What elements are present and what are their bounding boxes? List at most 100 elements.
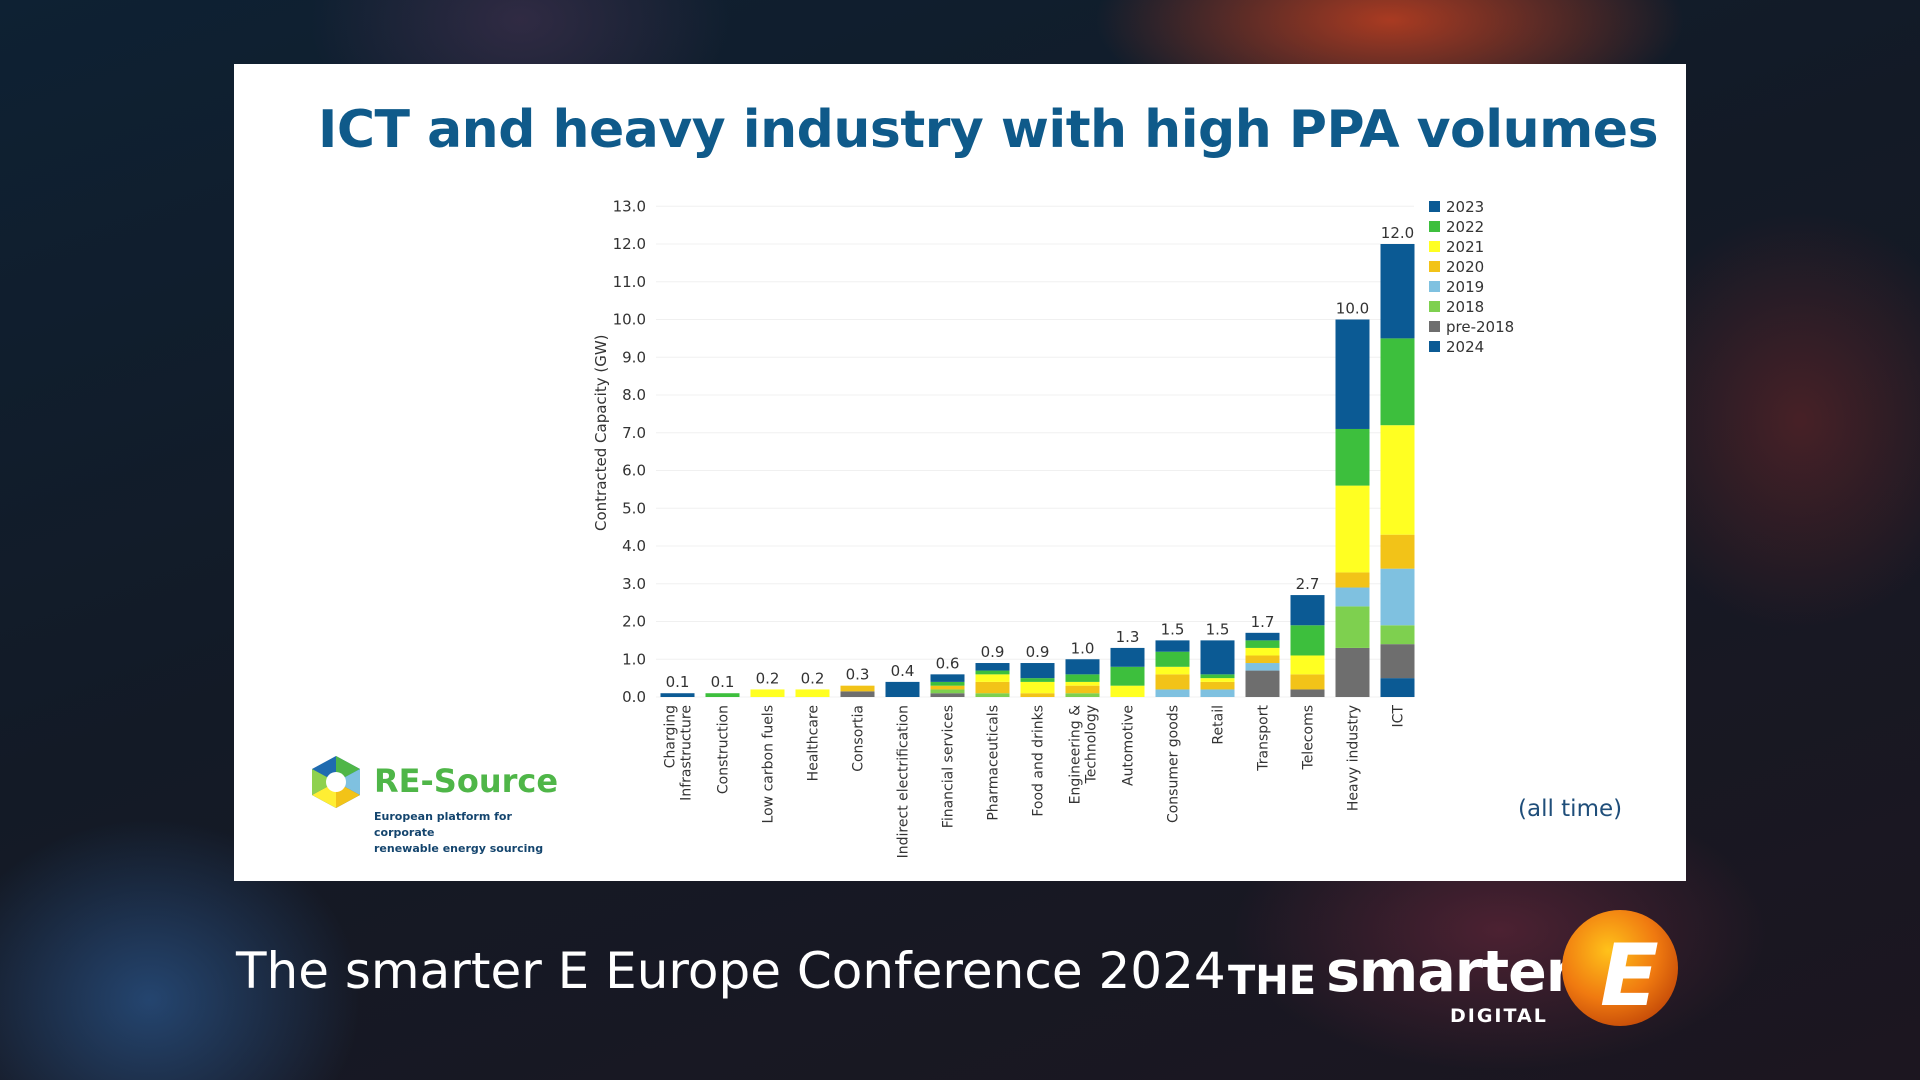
x-tick-label: Financial services [941, 705, 957, 828]
x-tick-label-line: Technology [1084, 705, 1100, 784]
e-badge-icon [1562, 910, 1678, 1026]
legend-swatch-2022 [1429, 221, 1440, 232]
bar-segment-2020 [1020, 693, 1055, 697]
bar-segment-2022 [1155, 651, 1190, 667]
bar-segment-2019 [1335, 587, 1370, 607]
bar-segment-pre-2018 [1245, 670, 1280, 697]
y-tick-label: 9.0 [622, 348, 646, 366]
bar-segment-2023 [1155, 640, 1190, 652]
bar-segment-2020 [1065, 685, 1100, 694]
bar-segment-2024 [1380, 678, 1415, 697]
bar-segment-2019 [1200, 689, 1235, 697]
bar-segment-2021 [1020, 681, 1055, 694]
bar-total-label: 0.1 [666, 673, 690, 691]
x-tick-label-line: Pharmaceuticals [986, 705, 1002, 821]
bar-segment-2020 [975, 681, 1010, 694]
conference-title: The smarter E Europe Conference 2024 [236, 942, 1226, 1000]
bar-segment-2022 [930, 681, 965, 686]
bar-segment-2023 [1065, 659, 1100, 675]
bar-segment-2021 [750, 689, 785, 697]
bar-segment-2022 [1110, 666, 1145, 686]
y-tick-label: 8.0 [622, 386, 646, 404]
bar-total-label: 1.5 [1161, 620, 1185, 638]
slide-panel: ICT and heavy industry with high PPA vol… [234, 64, 1686, 881]
y-tick-label: 12.0 [613, 235, 646, 253]
x-tick-label: Construction [716, 705, 732, 794]
bar-segment-2022 [1065, 674, 1100, 682]
x-tick-label-line: Transport [1256, 704, 1272, 771]
x-tick-label: ICT [1391, 705, 1407, 728]
bar-segment-2018 [930, 689, 965, 694]
legend-label-2018: 2018 [1446, 298, 1484, 316]
x-tick-label-line: Infrastructure [679, 705, 695, 801]
bar-segment-2021 [1065, 681, 1100, 686]
x-tick-label-line: Consortia [851, 705, 867, 772]
legend-swatch-2024 [1429, 341, 1440, 352]
bar-segment-2023 [1380, 244, 1415, 339]
x-tick-label-line: Heavy industry [1346, 705, 1362, 811]
y-tick-label: 3.0 [622, 575, 646, 593]
legend-label-2019: 2019 [1446, 278, 1484, 296]
bar-segment-2021 [1245, 647, 1280, 656]
bar-total-label: 1.5 [1206, 620, 1230, 638]
bar-segment-2020 [1155, 674, 1190, 690]
bar-segment-pre-2018 [930, 693, 965, 697]
bar-total-label: 10.0 [1336, 300, 1369, 318]
bar-segment-2020 [930, 685, 965, 690]
y-axis-label: Contracted Capacity (GW) [592, 334, 610, 531]
bar-segment-2021 [795, 689, 830, 697]
bar-segment-2020 [1335, 572, 1370, 588]
y-tick-label: 1.0 [622, 650, 646, 668]
bar-total-label: 0.6 [936, 654, 960, 672]
bar-segment-2019 [1245, 663, 1280, 671]
x-tick-label-line: Food and drinks [1031, 705, 1047, 817]
bar-segment-2023 [930, 674, 965, 682]
legend-label-2024: 2024 [1446, 338, 1484, 356]
x-tick-label-line: Charging [663, 705, 679, 768]
bar-segment-2022 [1245, 640, 1280, 648]
x-tick-label: Heavy industry [1346, 705, 1362, 811]
bar-segment-2023 [975, 663, 1010, 671]
x-tick-label-line: Financial services [941, 705, 957, 828]
x-tick-label-line: Automotive [1121, 705, 1137, 786]
x-tick-label: Telecoms [1301, 705, 1317, 770]
bar-segment-2022 [1200, 674, 1235, 679]
x-tick-label-line: Consumer goods [1166, 705, 1182, 823]
y-tick-label: 7.0 [622, 424, 646, 442]
x-tick-label: Consortia [851, 705, 867, 772]
x-tick-label-line: Retail [1211, 705, 1227, 745]
bar-segment-2020 [840, 685, 875, 692]
time-scope-note: (all time) [1518, 796, 1623, 822]
re-source-hexagon-icon [312, 756, 360, 808]
y-tick-label: 10.0 [613, 311, 646, 329]
x-tick-label: Automotive [1121, 705, 1137, 786]
brand-name: RE-Source [374, 762, 559, 800]
bar-segment-2023 [1245, 632, 1280, 641]
bar-segment-pre-2018 [840, 691, 875, 697]
bar-total-label: 0.9 [1026, 643, 1050, 661]
bar-segment-2020 [1200, 681, 1235, 690]
logo-e: E [1600, 926, 1659, 1026]
bar-segment-2022 [975, 670, 1010, 675]
bar-segment-2022 [1335, 428, 1370, 486]
y-tick-label: 6.0 [622, 462, 646, 480]
bar-segment-2024 [660, 693, 695, 697]
legend-swatch-2021 [1429, 241, 1440, 252]
y-tick-label: 4.0 [622, 537, 646, 555]
bar-total-label: 0.2 [756, 669, 780, 687]
brand-tagline-line-1: European platform for corporate [374, 810, 512, 839]
bar-segment-2018 [1380, 625, 1415, 645]
bar-segment-2018 [975, 693, 1010, 697]
bar-total-label: 0.2 [801, 669, 825, 687]
bar-segment-2022 [1020, 678, 1055, 682]
x-tick-label: Consumer goods [1166, 705, 1182, 823]
bar-segment-2023 [1335, 319, 1370, 429]
logo-smarter: smarter [1326, 939, 1574, 1005]
bar-segment-2021 [1290, 655, 1325, 675]
y-tick-label: 11.0 [613, 273, 646, 291]
bar-segment-pre-2018 [1335, 647, 1370, 697]
bar-segment-2018 [1335, 606, 1370, 648]
bar-segment-pre-2018 [1290, 689, 1325, 697]
logo-the: THE [1228, 958, 1317, 1004]
x-tick-label: Indirect electrification [896, 705, 912, 858]
